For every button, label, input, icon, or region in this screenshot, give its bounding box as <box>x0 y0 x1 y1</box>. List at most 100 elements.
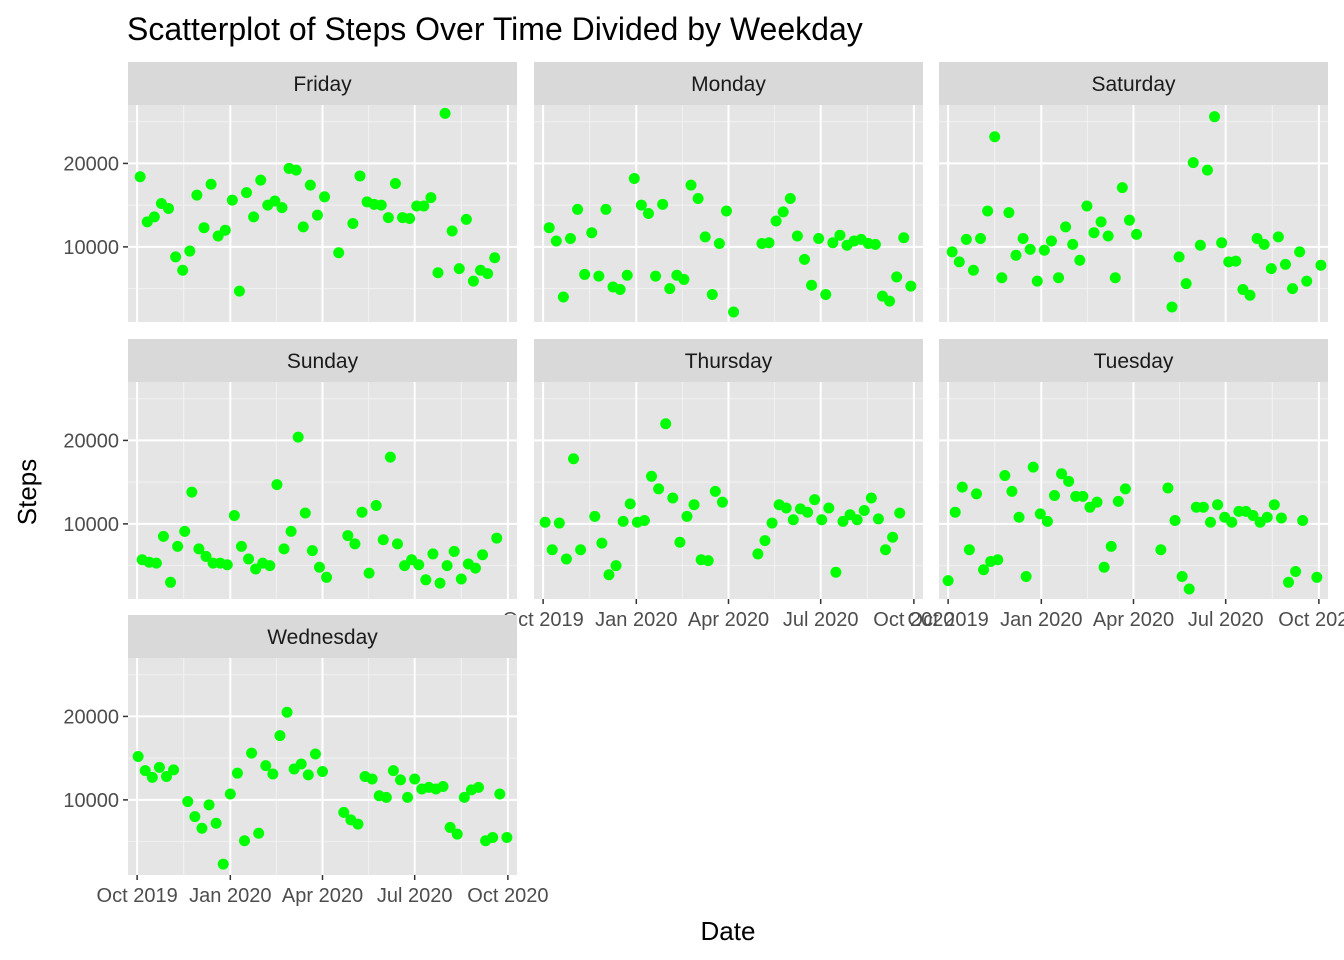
data-point <box>233 285 245 297</box>
data-point <box>413 559 425 571</box>
data-point <box>1244 289 1256 301</box>
data-point <box>837 515 849 527</box>
data-point <box>377 534 389 546</box>
data-point <box>975 233 987 245</box>
data-point <box>1060 221 1072 233</box>
data-point <box>777 206 789 218</box>
facet-wednesday: Wednesday 10000 20000 Oct 2019 Jan 2020 Apr 2… <box>63 615 548 907</box>
data-point <box>191 189 203 201</box>
data-point <box>203 799 215 811</box>
x-axis-title: Date <box>701 916 756 946</box>
data-point <box>1197 501 1209 513</box>
data-point <box>1095 216 1107 228</box>
data-point <box>624 498 636 510</box>
facet-sunday: Sunday 10000 20000 <box>63 339 517 599</box>
data-point <box>439 107 451 119</box>
data-point <box>1024 243 1036 255</box>
x-tick-label: Oct 2020 <box>1278 609 1344 631</box>
data-point <box>887 531 899 543</box>
data-point <box>317 766 328 778</box>
data-point <box>1180 278 1192 290</box>
data-point <box>1216 237 1228 249</box>
data-point <box>200 550 212 562</box>
data-point <box>798 253 810 265</box>
data-point <box>432 267 444 279</box>
data-point <box>179 525 191 537</box>
data-point <box>692 192 704 204</box>
data-point <box>617 515 629 527</box>
data-point <box>667 492 679 504</box>
data-point <box>193 543 205 555</box>
data-point <box>1098 561 1110 573</box>
data-point <box>550 235 562 247</box>
data-point <box>600 203 612 215</box>
data-point <box>820 288 832 300</box>
x-tick-label: Apr 2020 <box>282 885 363 907</box>
data-point <box>560 553 572 565</box>
data-point <box>1048 490 1060 502</box>
data-point <box>460 213 472 225</box>
data-point <box>827 237 839 249</box>
data-point <box>469 562 481 574</box>
data-point <box>182 796 194 808</box>
data-point <box>153 761 165 773</box>
data-point <box>905 280 917 292</box>
data-point <box>539 516 551 528</box>
data-point <box>564 233 576 245</box>
x-tick-label: Jul 2020 <box>1188 609 1264 631</box>
data-point <box>716 496 728 508</box>
data-point <box>1088 227 1100 239</box>
y-axis-title: Steps <box>12 459 42 526</box>
facet-strip <box>128 339 517 382</box>
data-point <box>409 773 421 785</box>
x-tick-label: Jan 2020 <box>1000 609 1082 631</box>
data-point <box>1041 515 1053 527</box>
data-point <box>642 208 654 219</box>
data-point <box>784 192 796 204</box>
data-point <box>970 488 982 500</box>
data-point <box>628 172 640 184</box>
data-point <box>650 270 662 282</box>
facet-strip <box>939 62 1328 105</box>
data-point <box>891 271 903 283</box>
data-point <box>1272 231 1284 243</box>
data-point <box>228 510 240 522</box>
data-point <box>557 291 569 303</box>
data-point <box>1053 272 1065 284</box>
data-point <box>1074 254 1086 266</box>
data-point <box>177 264 189 276</box>
data-point <box>702 555 714 567</box>
data-point <box>292 431 304 443</box>
data-point <box>1187 157 1199 169</box>
data-point <box>1077 490 1089 502</box>
data-point <box>260 760 272 772</box>
data-point <box>1279 258 1291 270</box>
data-point <box>791 230 803 242</box>
data-point <box>1109 272 1121 284</box>
data-point <box>221 559 233 571</box>
data-point <box>635 199 647 211</box>
data-point <box>1162 482 1174 494</box>
facet-monday: Monday <box>534 62 923 322</box>
data-point <box>427 548 439 560</box>
data-point <box>766 517 778 529</box>
data-point <box>148 211 160 223</box>
facet-strip-label: Sunday <box>287 350 359 373</box>
data-point <box>238 835 250 847</box>
data-point <box>996 272 1008 284</box>
data-point <box>982 205 994 217</box>
data-point <box>942 575 954 587</box>
data-point <box>132 750 144 762</box>
data-point <box>1287 283 1299 295</box>
data-point <box>219 224 231 236</box>
data-point <box>614 283 626 295</box>
data-point <box>395 774 407 786</box>
data-point <box>869 238 881 250</box>
data-point <box>553 517 565 529</box>
data-point <box>1003 207 1015 219</box>
data-point <box>596 537 608 549</box>
data-point <box>1173 251 1185 263</box>
data-point <box>589 510 601 522</box>
data-point <box>830 566 842 578</box>
data-point <box>473 781 485 793</box>
